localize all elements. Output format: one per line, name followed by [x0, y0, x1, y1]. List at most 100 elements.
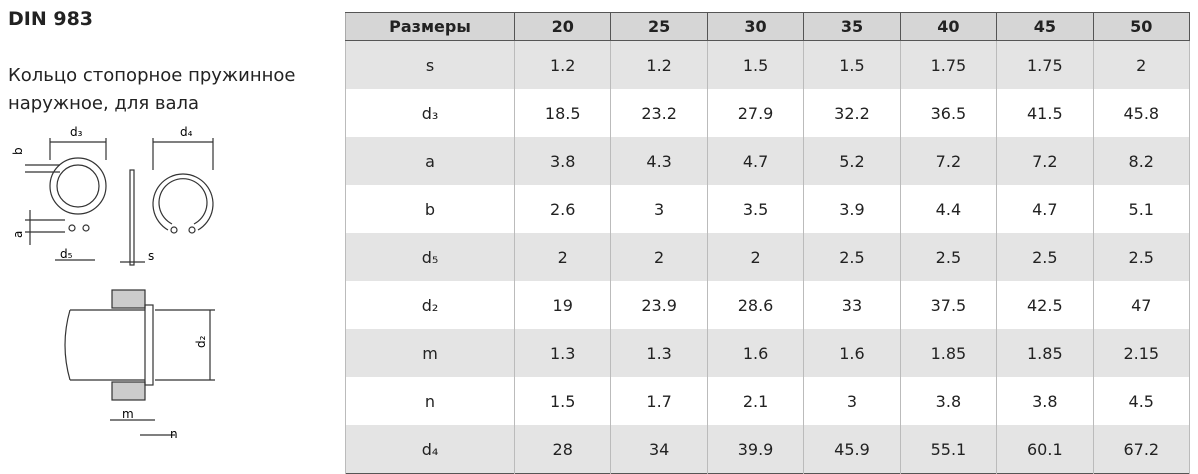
row-label: s: [345, 40, 515, 89]
row-label: b: [345, 185, 515, 233]
row-label: n: [345, 377, 515, 425]
cell: 2.5: [803, 233, 901, 281]
cell: 3.8: [513, 137, 612, 185]
table-row: d₅ 2 2 2 2.5 2.5 2.5 2.5: [345, 233, 1191, 281]
table-row: d₂ 19 23.9 28.6 33 37.5 42.5 47: [345, 281, 1191, 329]
column-header: 25: [610, 12, 708, 41]
table-row: m 1.3 1.3 1.6 1.6 1.85 1.85 2.15: [345, 329, 1191, 377]
cell: 1.2: [513, 40, 612, 89]
cell: 4.3: [610, 137, 708, 185]
cell: 1.6: [803, 329, 901, 377]
diagram: d₃ d₄ b a d₅ s d₂ m n: [11, 125, 215, 441]
table-row: d₄ 28 34 39.9 45.9 55.1 60.1 67.2: [345, 425, 1191, 474]
cell: 7.2: [996, 137, 1094, 185]
dimension-label: d₂: [194, 335, 208, 348]
cell: 1.75: [996, 40, 1094, 89]
cell: 1.2: [610, 40, 708, 89]
column-header: 20: [513, 12, 612, 41]
row-label: m: [345, 329, 515, 377]
cell: 1.5: [513, 377, 612, 425]
row-label: d₂: [345, 281, 515, 329]
cell: 7.2: [899, 137, 998, 185]
column-header: 45: [996, 12, 1094, 41]
cell: 34: [610, 425, 708, 474]
dimension-label: n: [170, 427, 178, 441]
row-label: d₃: [345, 89, 515, 137]
cell: 33: [803, 281, 901, 329]
cell: 60.1: [996, 425, 1094, 474]
dimension-label: m: [122, 407, 134, 421]
cell: 2: [1092, 40, 1191, 89]
cell: 4.7: [996, 185, 1094, 233]
cell: 28.6: [706, 281, 805, 329]
cell: 1.85: [899, 329, 998, 377]
cell: 55.1: [899, 425, 998, 474]
dimension-label: b: [11, 147, 25, 155]
cell: 1.7: [610, 377, 708, 425]
cell: 1.85: [996, 329, 1094, 377]
column-header: 50: [1092, 12, 1191, 41]
cell: 3: [803, 377, 901, 425]
cell: 2.5: [899, 233, 998, 281]
dimension-label: d₄: [180, 125, 193, 139]
cell: 23.2: [610, 89, 708, 137]
cell: 42.5: [996, 281, 1094, 329]
cell: 5.1: [1092, 185, 1191, 233]
cell: 2.1: [706, 377, 805, 425]
cell: 1.5: [803, 40, 901, 89]
column-header: 35: [803, 12, 901, 41]
header-row: Размеры 20 25 30 35 40 45 50: [345, 12, 1191, 41]
cell: 4.5: [1092, 377, 1191, 425]
cell: 1.5: [706, 40, 805, 89]
row-label: d₄: [345, 425, 515, 474]
cell: 28: [513, 425, 612, 474]
spec-table: Размеры 20 25 30 35 40 45 50 s 1.2 1.2 1.5 1.5 1.75 1.…: [345, 12, 1191, 474]
dimension-label: d₃: [70, 125, 83, 139]
cell: 45.9: [803, 425, 901, 474]
cell: 3.8: [996, 377, 1094, 425]
cell: 4.7: [706, 137, 805, 185]
cell: 47: [1092, 281, 1191, 329]
dimension-label: d₅: [60, 247, 73, 261]
cell: 2: [706, 233, 805, 281]
table-row: d₃ 18.5 23.2 27.9 32.2 36.5 41.5 45.8: [345, 89, 1191, 137]
cell: 1.3: [513, 329, 612, 377]
cell: 3.9: [803, 185, 901, 233]
cell: 1.75: [899, 40, 998, 89]
cell: 3: [610, 185, 708, 233]
cell: 2.5: [1092, 233, 1191, 281]
cell: 32.2: [803, 89, 901, 137]
subtitle: Кольцо стопорное пружинное наружное, для …: [8, 62, 295, 118]
cell: 45.8: [1092, 89, 1191, 137]
cell: 3.8: [899, 377, 998, 425]
cell: 5.2: [803, 137, 901, 185]
subtitle-line: наружное, для вала: [8, 93, 200, 114]
row-label: d₅: [345, 233, 515, 281]
cell: 67.2: [1092, 425, 1191, 474]
table-row: n 1.5 1.7 2.1 3 3.8 3.8 4.5: [345, 377, 1191, 425]
cell: 1.3: [610, 329, 708, 377]
cell: 2: [610, 233, 708, 281]
cell: 2: [513, 233, 612, 281]
cell: 4.4: [899, 185, 998, 233]
cell: 1.6: [706, 329, 805, 377]
dimension-label: a: [11, 231, 25, 238]
dimension-label: s: [148, 249, 154, 263]
cell: 19: [513, 281, 612, 329]
cell: 23.9: [610, 281, 708, 329]
cell: 37.5: [899, 281, 998, 329]
table-row: b 2.6 3 3.5 3.9 4.4 4.7 5.1: [345, 185, 1191, 233]
cell: 3.5: [706, 185, 805, 233]
cell: 2.6: [513, 185, 612, 233]
table-row: a 3.8 4.3 4.7 5.2 7.2 7.2 8.2: [345, 137, 1191, 185]
cell: 36.5: [899, 89, 998, 137]
cell: 39.9: [706, 425, 805, 474]
table-row: s 1.2 1.2 1.5 1.5 1.75 1.75 2: [345, 40, 1191, 89]
cell: 2.15: [1092, 329, 1191, 377]
column-header: Размеры: [345, 12, 515, 41]
column-header: 30: [706, 12, 805, 41]
cell: 27.9: [706, 89, 805, 137]
cell: 2.5: [996, 233, 1094, 281]
title: DIN 983: [8, 8, 94, 30]
